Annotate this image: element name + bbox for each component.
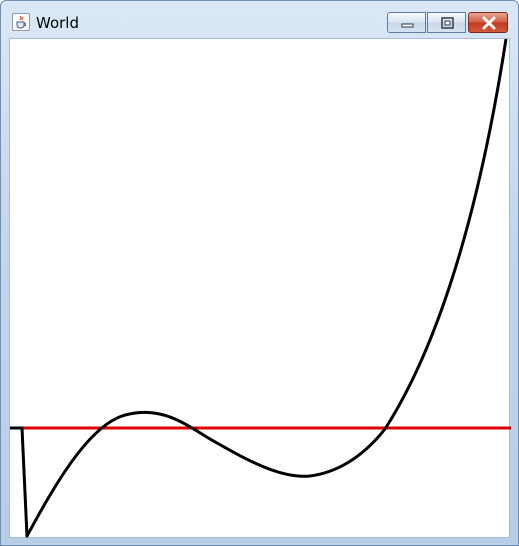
java-cup-icon[interactable] [12,13,30,31]
minimize-icon [401,23,414,28]
title-bar[interactable]: World [1,1,518,37]
curve-line [10,39,508,538]
close-button[interactable] [468,12,508,33]
canvas-area [9,38,511,538]
maximize-icon [441,17,454,29]
close-icon [482,16,496,30]
window-title: World [36,14,79,32]
minimize-button[interactable] [387,12,426,33]
plot-canvas [10,39,511,538]
maximize-button[interactable] [427,12,466,33]
